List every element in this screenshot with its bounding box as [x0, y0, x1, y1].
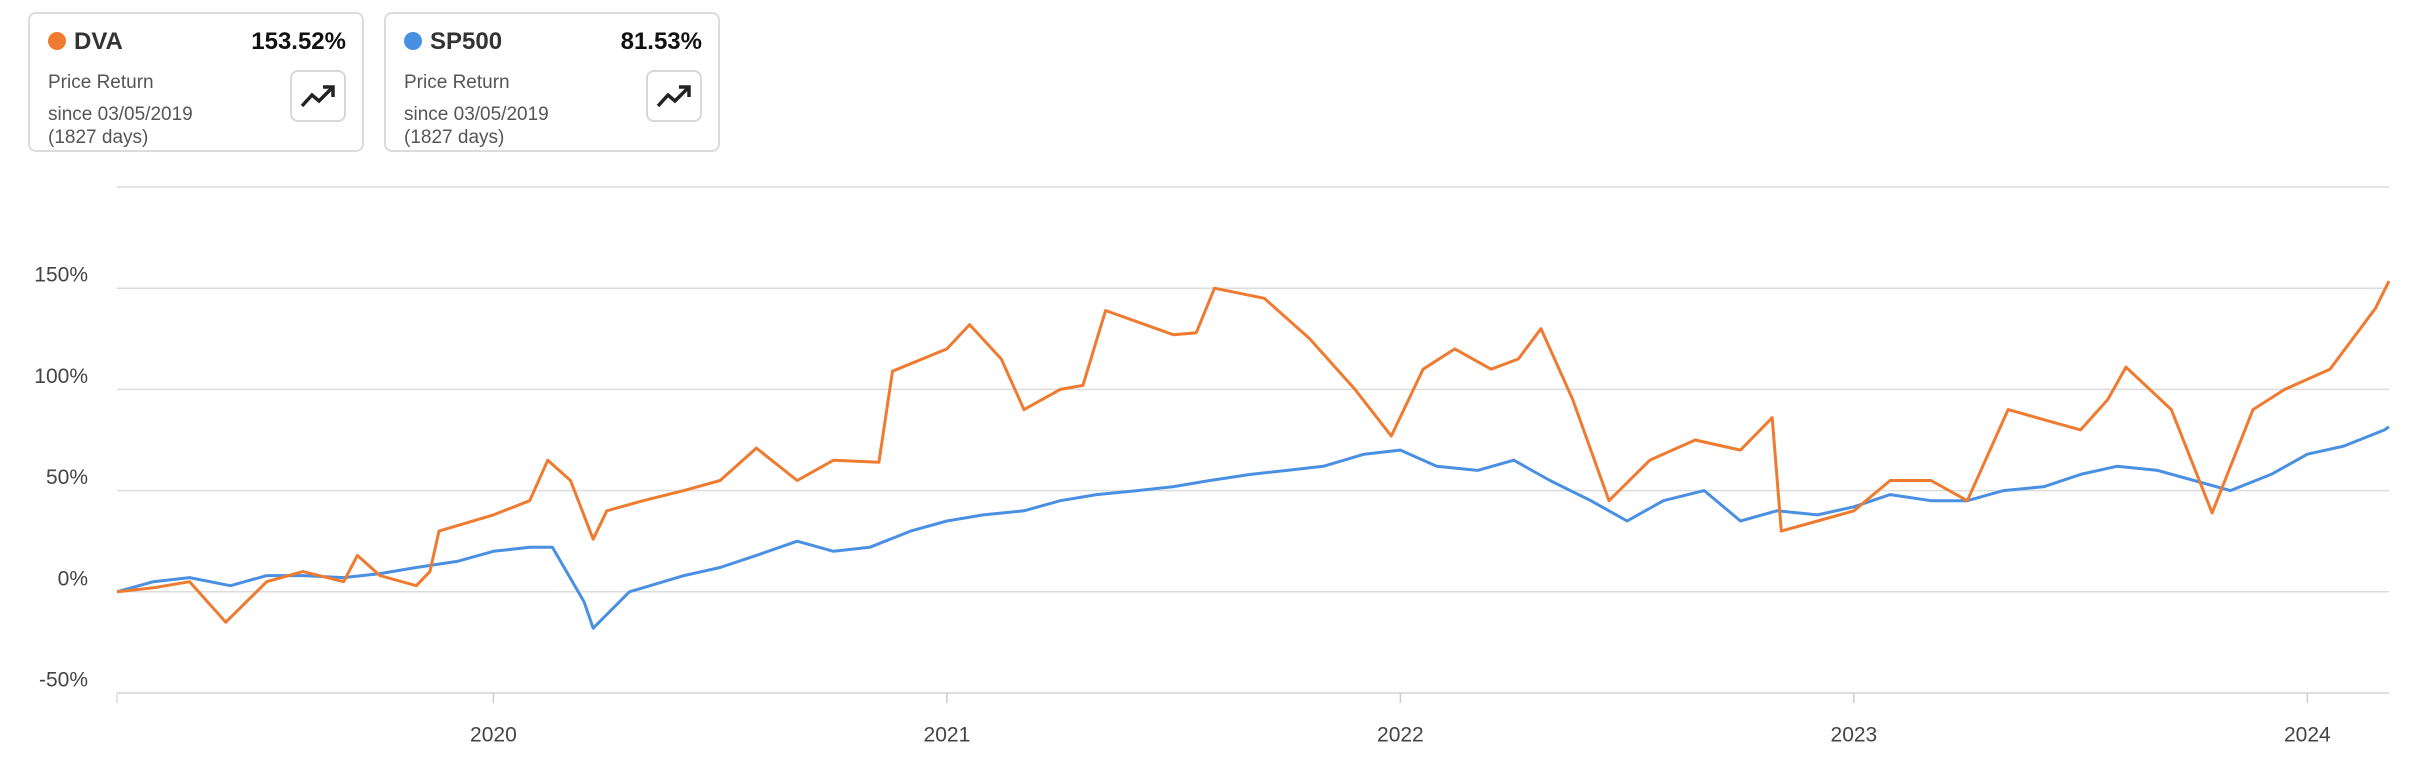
legend-dot [48, 32, 66, 50]
days: (1827 days) [404, 127, 505, 148]
y-tick-label: 150% [34, 264, 88, 287]
trend-button[interactable] [646, 70, 702, 122]
ticker: SP500 [404, 28, 502, 56]
since: since 03/05/2019 [404, 104, 549, 125]
trend-button[interactable] [290, 70, 346, 122]
ticker: DVA [48, 28, 123, 56]
y-tick-label: 50% [46, 466, 88, 489]
ticker-text: DVA [74, 28, 123, 55]
x-tick-label: 2024 [2284, 724, 2331, 747]
since: since 03/05/2019 [48, 104, 193, 125]
card: DVA 153.52% Price Return since 03/05/201… [28, 12, 364, 152]
y-tick-label: -50% [39, 669, 88, 692]
days: (1827 days) [48, 127, 149, 148]
trend-icon [656, 85, 691, 108]
y-tick-label: 0% [58, 567, 88, 590]
x-tick-label: 2022 [1377, 724, 1424, 747]
line [116, 280, 2391, 624]
return: 81.53% [620, 28, 702, 55]
x-tick-label: 2020 [470, 724, 517, 747]
card: SP500 81.53% Price Return since 03/05/20… [384, 12, 720, 152]
x-tick-label: 2023 [1831, 724, 1878, 747]
legend-dot [404, 32, 422, 50]
line [116, 425, 2390, 630]
label: Price Return [48, 72, 154, 93]
trend-icon [300, 85, 335, 108]
ticker-text: SP500 [430, 28, 503, 55]
x-tick-label: 2021 [924, 724, 971, 747]
label: Price Return [404, 72, 510, 93]
return: 153.52% [251, 28, 346, 55]
y-tick-label: 100% [34, 365, 88, 388]
